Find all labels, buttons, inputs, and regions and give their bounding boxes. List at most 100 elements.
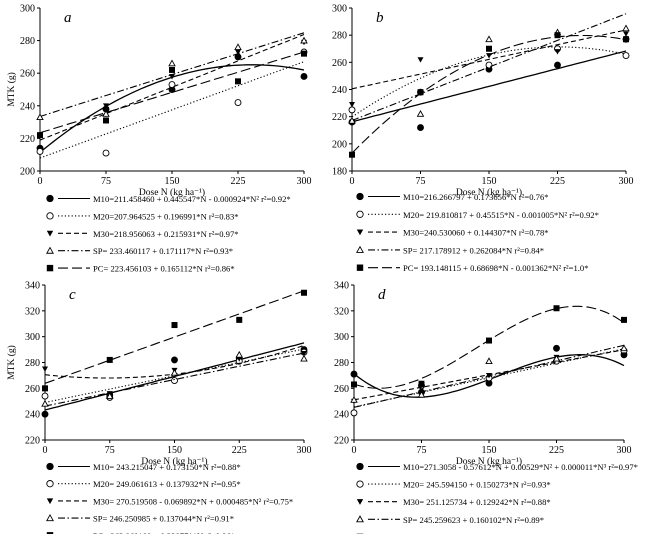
data-point (234, 99, 242, 106)
legend-entry: M20= 219.810817 + 0.45515*N - 0.001005*N… (356, 210, 599, 220)
legend-marker (46, 246, 54, 254)
y-tick-label: 260 (20, 69, 35, 80)
series-sp (41, 350, 308, 407)
legend-marker (356, 499, 364, 505)
data-point (300, 36, 308, 44)
legend-entry: M30=218.956063 + 0.215931*N r²=0.97* (46, 229, 239, 239)
legend-marker (356, 192, 364, 201)
data-point (350, 409, 358, 417)
legend-marker (46, 498, 54, 505)
data-point (418, 381, 425, 388)
legend-marker (356, 229, 364, 236)
y-tick-label: 300 (25, 332, 40, 343)
data-point (235, 78, 241, 85)
legend-text: M10=271.3058 - 0.57612*N + 0.00529*N² + … (403, 462, 638, 472)
data-point (236, 316, 243, 323)
legend-text: M20= 249.061613 + 0.137932*N r²=0.95* (93, 479, 241, 489)
legend-text: M30=218.956063 + 0.215931*N r²=0.97* (93, 229, 239, 239)
fit-line-pc (44, 290, 305, 384)
legend-entry: M20=207.964525 + 0.196991*N r²=0.83* (46, 211, 239, 221)
legend-marker (356, 264, 364, 271)
y-tick-label: 220 (332, 112, 347, 123)
data-point (349, 102, 355, 108)
fit-line-m10 (44, 342, 305, 411)
legend-entry: PC= 193.148115 + 0.68698*N - 0.001362*N²… (356, 263, 589, 273)
data-point (234, 43, 242, 50)
x-tick-label: 150 (165, 176, 180, 187)
fit-line-m20 (39, 61, 305, 159)
x-tick-label: 225 (550, 176, 565, 187)
data-point (552, 354, 561, 362)
legend-entry: M30=240.530060 + 0.144307*N r²=0.78* (356, 228, 549, 238)
chart-panel-c: 220 240 260 280 300 320 340 0 75 150 225 300 Dose N … (6, 281, 312, 534)
y-tick-label: 280 (332, 31, 347, 42)
y-tick-label: 300 (20, 4, 35, 15)
legend-entry: M30= 270.519508 - 0.069892*N + 0.000485*… (46, 496, 293, 506)
series-pc (42, 289, 307, 392)
data-point (171, 322, 178, 329)
legend-marker (356, 515, 364, 523)
x-tick-label: 0 (43, 445, 48, 456)
data-point (168, 59, 176, 67)
legend-text: M30=240.530060 + 0.144307*N r²=0.78* (403, 228, 549, 238)
fit-line-m30 (351, 29, 627, 90)
data-point (301, 289, 307, 296)
y-tick-label: 240 (25, 410, 40, 421)
x-tick-label: 0 (350, 176, 355, 187)
legend-marker (46, 480, 54, 488)
x-tick-label: 75 (105, 445, 115, 456)
legend-marker (356, 480, 364, 488)
series-sp (36, 32, 308, 121)
legend-entry: M30= 251.125734 + 0.129242*N r²=0.88* (356, 497, 551, 507)
legend-text: PC= 223.456103 + 0.165112*N r²=0.86* (93, 264, 235, 274)
data-point (417, 124, 424, 131)
x-tick-label: 150 (482, 176, 497, 187)
legend-marker (46, 532, 54, 534)
x-tick-label: 300 (619, 176, 634, 187)
legend-entry: M10= 243.215047 + 0.173150*N r²=0.88* (46, 462, 241, 472)
legend-marker (46, 462, 54, 471)
legend-text: SP= 233.460117 + 0.171117*N r²=0.93* (93, 246, 233, 256)
y-tick-label: 240 (334, 410, 349, 421)
legend-text: PC= 263.294 - 0.2451*N + 0.004944*N² - 0… (403, 532, 624, 534)
data-point (106, 356, 113, 363)
fit-line-pc (351, 34, 627, 154)
data-point (622, 24, 630, 32)
data-point (417, 89, 424, 96)
data-point (554, 32, 561, 39)
data-point (553, 305, 560, 312)
data-point (41, 410, 49, 418)
data-point (486, 337, 492, 344)
panel-label: c (69, 287, 76, 303)
legend-text: M10= 243.215047 + 0.173150*N r²=0.88* (93, 462, 241, 472)
y-axis-label: MTK (g) (6, 345, 17, 380)
data-point (348, 116, 356, 124)
data-point (42, 366, 48, 372)
x-axis-label: Dose N (kg ha⁻¹) (456, 456, 522, 467)
y-tick-label: 240 (332, 85, 347, 96)
x-tick-label: 0 (38, 176, 43, 187)
legend-entry: PC= 263.869188 + 0.238771*N r²=0.96* (46, 531, 235, 534)
y-tick-label: 340 (25, 281, 40, 292)
legend-text: M30= 251.125734 + 0.129242*N r²=0.88* (403, 497, 551, 507)
legend-entry: M20= 245.594150 + 0.150273*N r²=0.93* (356, 480, 551, 490)
data-point (36, 147, 44, 155)
legend-entry: M10=271.3058 - 0.57612*N + 0.00529*N² + … (356, 462, 638, 472)
legend-entry: SP= 246.250985 + 0.137044*N r²=0.91* (46, 514, 234, 524)
fit-line-sp (353, 344, 625, 408)
data-point (351, 381, 357, 388)
x-tick-label: 75 (417, 445, 427, 456)
x-axis-label: Dose N (kg ha⁻¹) (139, 187, 205, 198)
y-tick-label: 260 (332, 58, 347, 69)
fit-line-pc (39, 51, 305, 134)
y-tick-label: 280 (20, 36, 35, 47)
x-axis-label: Dose N (kg ha⁻¹) (141, 456, 207, 467)
data-point (171, 377, 178, 385)
data-point (102, 110, 110, 117)
legend-marker (356, 462, 364, 471)
data-point (553, 344, 560, 352)
data-point (102, 149, 110, 157)
data-point (485, 35, 493, 43)
fit-line-sp (351, 13, 627, 122)
data-point (301, 351, 307, 357)
